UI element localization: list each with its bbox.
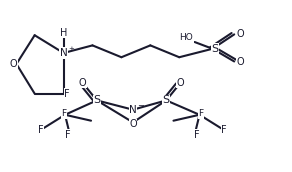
Text: F: F xyxy=(194,130,199,140)
Text: +: + xyxy=(68,46,74,52)
Text: O: O xyxy=(10,59,17,69)
Text: F: F xyxy=(64,89,70,99)
Text: O: O xyxy=(79,78,86,88)
Text: O: O xyxy=(236,29,244,39)
Text: O: O xyxy=(236,57,244,67)
Text: F: F xyxy=(198,109,204,118)
Text: H: H xyxy=(60,28,67,38)
Text: O: O xyxy=(129,119,137,129)
Text: O: O xyxy=(177,78,185,88)
Text: F: F xyxy=(65,130,71,140)
Text: N: N xyxy=(60,48,67,58)
Text: HO: HO xyxy=(180,33,193,42)
Text: S: S xyxy=(163,95,170,105)
Text: F: F xyxy=(38,125,43,135)
Text: −: − xyxy=(137,101,144,110)
Text: F: F xyxy=(61,109,66,118)
Text: N: N xyxy=(129,105,137,115)
Text: F: F xyxy=(221,125,227,135)
Text: S: S xyxy=(93,95,100,105)
Text: S: S xyxy=(211,44,218,54)
